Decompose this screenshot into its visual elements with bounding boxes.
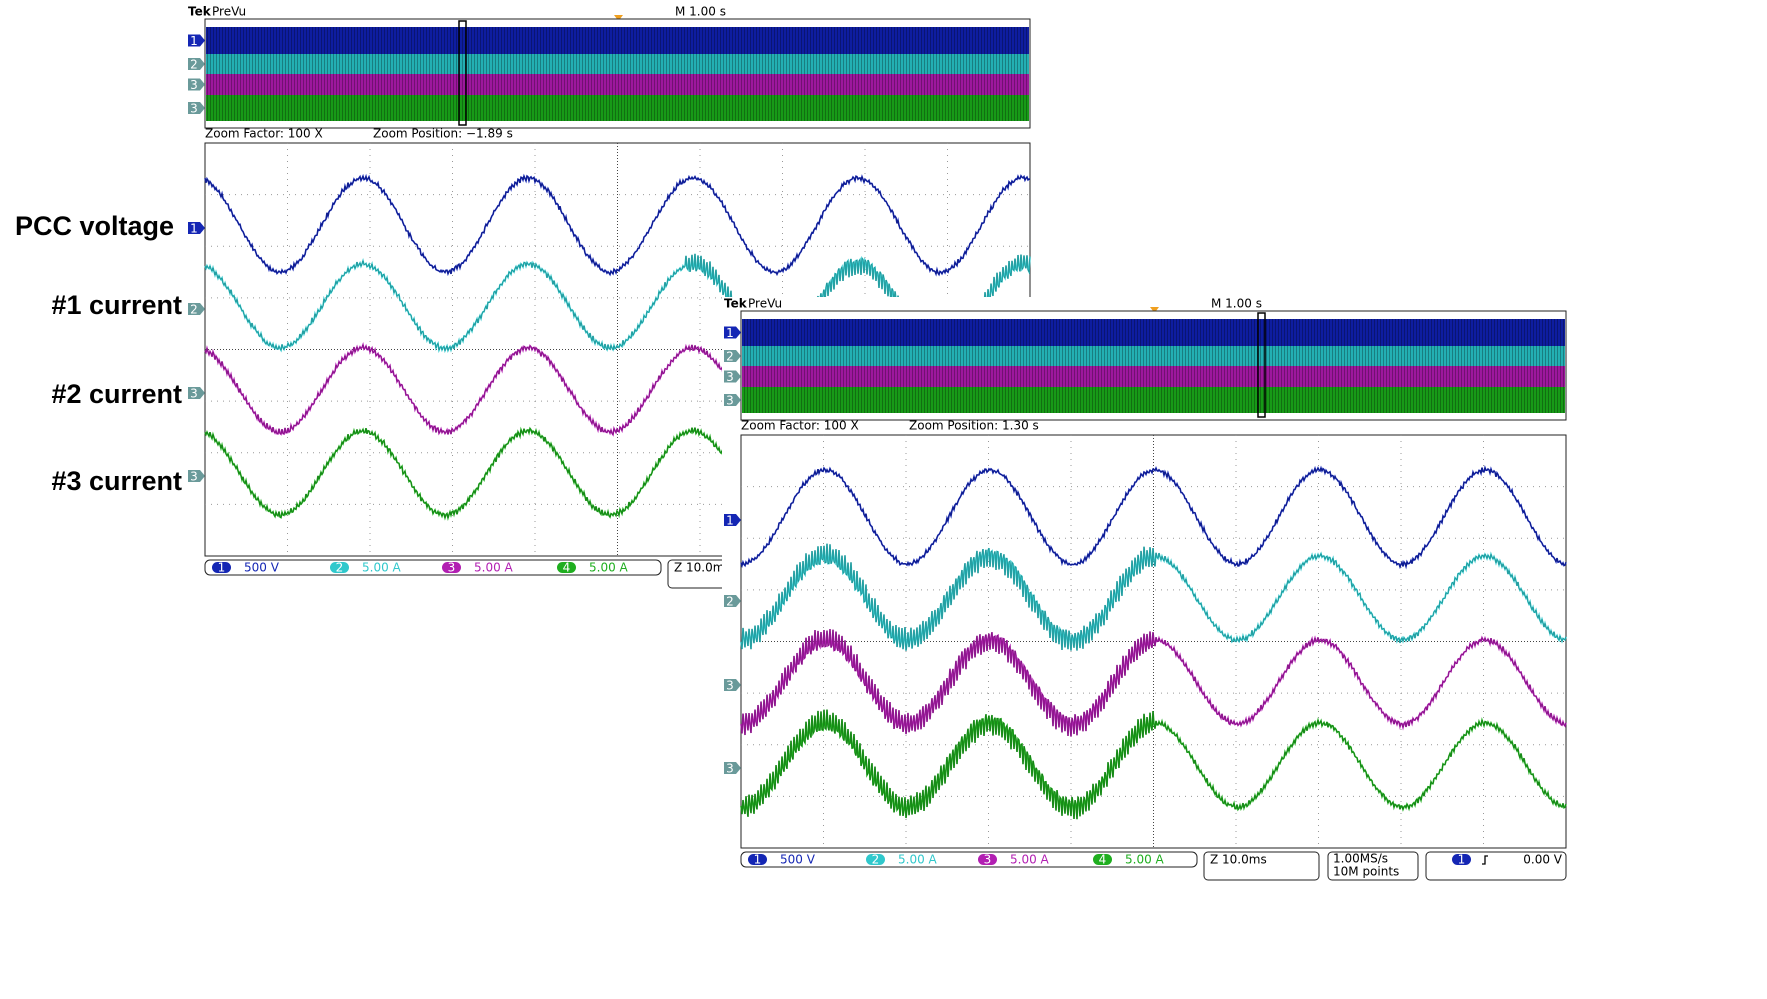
channel-number: 3 <box>448 561 456 575</box>
channel-marker-label: 2 <box>190 303 198 317</box>
channel-scale: 5.00 A <box>898 853 938 867</box>
channel-marker-label: 2 <box>726 350 734 364</box>
channel-scale: 5.00 A <box>474 561 514 575</box>
channel-number: 2 <box>872 853 880 867</box>
channel-scale: 500 V <box>780 853 816 867</box>
timebase: M 1.00 s <box>675 5 726 19</box>
channel-number: 4 <box>563 561 571 575</box>
channel-number: 4 <box>1099 853 1107 867</box>
channel-marker-label: 3 <box>726 370 734 384</box>
channel-marker-label: 3 <box>190 470 198 484</box>
channel-marker-label: 1 <box>190 34 198 48</box>
channel-number: 1 <box>754 853 762 867</box>
channel-marker-label: 1 <box>726 514 734 528</box>
mode: PreVu <box>212 5 246 19</box>
record-length: 10M points <box>1333 865 1399 879</box>
horizontal-scale: Z 10.0ms <box>1210 853 1267 867</box>
channel-marker-label: 2 <box>190 58 198 72</box>
channel-marker-label: 1 <box>190 222 198 236</box>
overview-texture <box>742 366 1565 387</box>
channel-number: 3 <box>984 853 992 867</box>
overview-texture <box>742 387 1565 413</box>
zoom-position: Zoom Position: −1.89 s <box>373 127 513 141</box>
sample-rate: 1.00MS/s <box>1333 852 1388 866</box>
overview-texture <box>742 319 1565 346</box>
signal-label: PCC voltage <box>15 211 174 241</box>
mode: PreVu <box>748 297 782 311</box>
overview-texture <box>206 27 1029 54</box>
channel-scale: 5.00 A <box>589 561 629 575</box>
channel-marker-label: 3 <box>190 78 198 92</box>
channel-marker-label: 3 <box>190 102 198 116</box>
channel-scale: 5.00 A <box>362 561 402 575</box>
overview-texture <box>206 95 1029 121</box>
trigger-channel: 1 <box>1458 853 1466 867</box>
zoom-factor: Zoom Factor: 100 X <box>205 127 323 141</box>
channel-marker-label: 1 <box>726 326 734 340</box>
channel-scale: 5.00 A <box>1010 853 1050 867</box>
figure: PCC voltage #1 current #2 current #3 cur… <box>0 0 1767 995</box>
horizontal-scale: Z 10.0m <box>674 561 724 575</box>
signal-label: #3 current <box>51 466 182 496</box>
overview-texture <box>742 346 1565 366</box>
channel-scale: 500 V <box>244 561 280 575</box>
brand: Tek <box>188 5 212 19</box>
channel-scale: 5.00 A <box>1125 853 1165 867</box>
overview-texture <box>206 54 1029 74</box>
channel-marker-label: 3 <box>190 387 198 401</box>
timebase: M 1.00 s <box>1211 297 1262 311</box>
overview-texture <box>206 74 1029 95</box>
brand: Tek <box>724 297 748 311</box>
channel-marker-label: 3 <box>726 762 734 776</box>
trigger-level: 0.00 V <box>1523 853 1563 867</box>
zoom-factor: Zoom Factor: 100 X <box>741 419 859 433</box>
zoom-position: Zoom Position: 1.30 s <box>909 419 1039 433</box>
channel-number: 1 <box>218 561 226 575</box>
signal-label: #1 current <box>51 290 182 320</box>
signal-label: #2 current <box>51 379 182 409</box>
channel-number: 2 <box>336 561 344 575</box>
channel-marker-label: 3 <box>726 394 734 408</box>
channel-marker-label: 2 <box>726 595 734 609</box>
channel-marker-label: 3 <box>726 679 734 693</box>
